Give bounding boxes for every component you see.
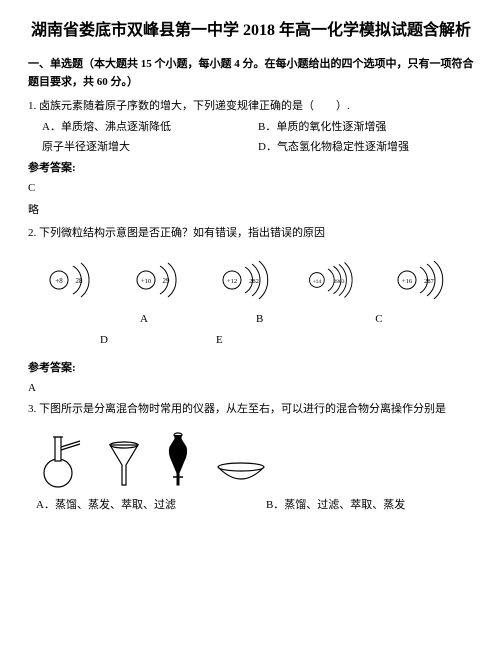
atom-e: +16 287: [391, 257, 461, 303]
svg-text:+12: +12: [227, 278, 237, 285]
page-title: 湖南省娄底市双峰县第一中学 2018 年高一化学模拟试题含解析: [28, 20, 474, 42]
q2-answer-label: 参考答案:: [28, 360, 474, 378]
svg-text:28: 28: [75, 277, 83, 285]
svg-text:+14: +14: [312, 278, 321, 284]
q2-answer: A: [28, 380, 474, 398]
atom-b: +10 29: [128, 257, 198, 303]
q1-options-row1: A．单质熔、沸点逐渐降低 B．单质的氧化性逐渐增强: [28, 119, 474, 137]
label-c: C: [375, 311, 382, 329]
svg-text:+8: +8: [55, 277, 63, 285]
label-a: A: [140, 311, 148, 329]
distillation-flask-icon: [40, 431, 84, 489]
q2-stem: 2. 下列微粒结构示意图是否正确？如有错误，指出错误的原因: [28, 225, 474, 243]
atom-a: +8 28: [41, 257, 111, 303]
evaporating-dish-icon: [214, 459, 268, 489]
label-d: D: [100, 332, 108, 350]
q1-opt-a: A．单质熔、沸点逐渐降低: [28, 119, 258, 137]
atom-c: +12 282: [216, 257, 286, 303]
q1-answer: C: [28, 180, 474, 198]
q1-stem: 1. 卤族元素随着原子序数的增大，下列递变规律正确的是（ ）.: [28, 98, 474, 116]
atoms-row: +8 28 +10 29 +12 282 +14 2: [28, 257, 474, 303]
svg-text:282: 282: [249, 278, 259, 285]
svg-text:+10: +10: [141, 278, 151, 285]
separating-funnel-icon: [164, 431, 192, 489]
q1-options-row2: 原子半径逐渐增大 D．气态氢化物稳定性逐渐增强: [28, 139, 474, 157]
q1-answer-label: 参考答案:: [28, 160, 474, 178]
funnel-icon: [106, 439, 142, 489]
atom-labels-2: D E: [28, 332, 474, 350]
q1-opt-c: 原子半径逐渐增大: [28, 139, 258, 157]
section-header: 一、单选题（本大题共 15 个小题，每小题 4 分。在每小题给出的四个选项中，只…: [28, 56, 474, 91]
atom-labels: A B C: [28, 311, 474, 329]
q1-opt-d: D．气态氢化物稳定性逐渐增强: [258, 139, 474, 157]
apparatus-row: [40, 431, 474, 489]
q3-options: A．蒸馏、蒸发、萃取、过滤 B．蒸馏、过滤、萃取、蒸发: [28, 497, 474, 515]
q3-opt-a: A．蒸馏、蒸发、萃取、过滤: [36, 497, 176, 515]
svg-text:2863: 2863: [333, 278, 344, 284]
q1-explain: 略: [28, 202, 474, 220]
svg-text:+16: +16: [402, 278, 413, 285]
label-e: E: [216, 332, 223, 350]
svg-text:287: 287: [424, 278, 435, 285]
q3-opt-b: B．蒸馏、过滤、萃取、蒸发: [266, 497, 405, 515]
svg-text:29: 29: [163, 277, 171, 285]
label-b: B: [256, 311, 263, 329]
q1-opt-b: B．单质的氧化性逐渐增强: [258, 119, 474, 137]
atom-d: +14 2863: [304, 257, 374, 303]
q3-stem: 3. 下图所示是分离混合物时常用的仪器，从左至右，可以进行的混合物分离操作分别是: [28, 401, 474, 419]
